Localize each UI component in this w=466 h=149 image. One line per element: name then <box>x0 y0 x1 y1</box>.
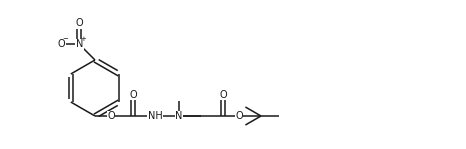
Text: N: N <box>76 39 83 49</box>
Text: +: + <box>81 37 86 42</box>
Text: O: O <box>129 90 137 100</box>
Text: O: O <box>75 18 83 28</box>
Text: N: N <box>175 111 183 121</box>
Text: O: O <box>235 111 243 121</box>
Text: −: − <box>62 37 69 42</box>
Text: NH: NH <box>148 111 162 121</box>
Text: O: O <box>58 39 65 49</box>
Text: O: O <box>107 111 115 121</box>
Text: O: O <box>219 90 227 100</box>
